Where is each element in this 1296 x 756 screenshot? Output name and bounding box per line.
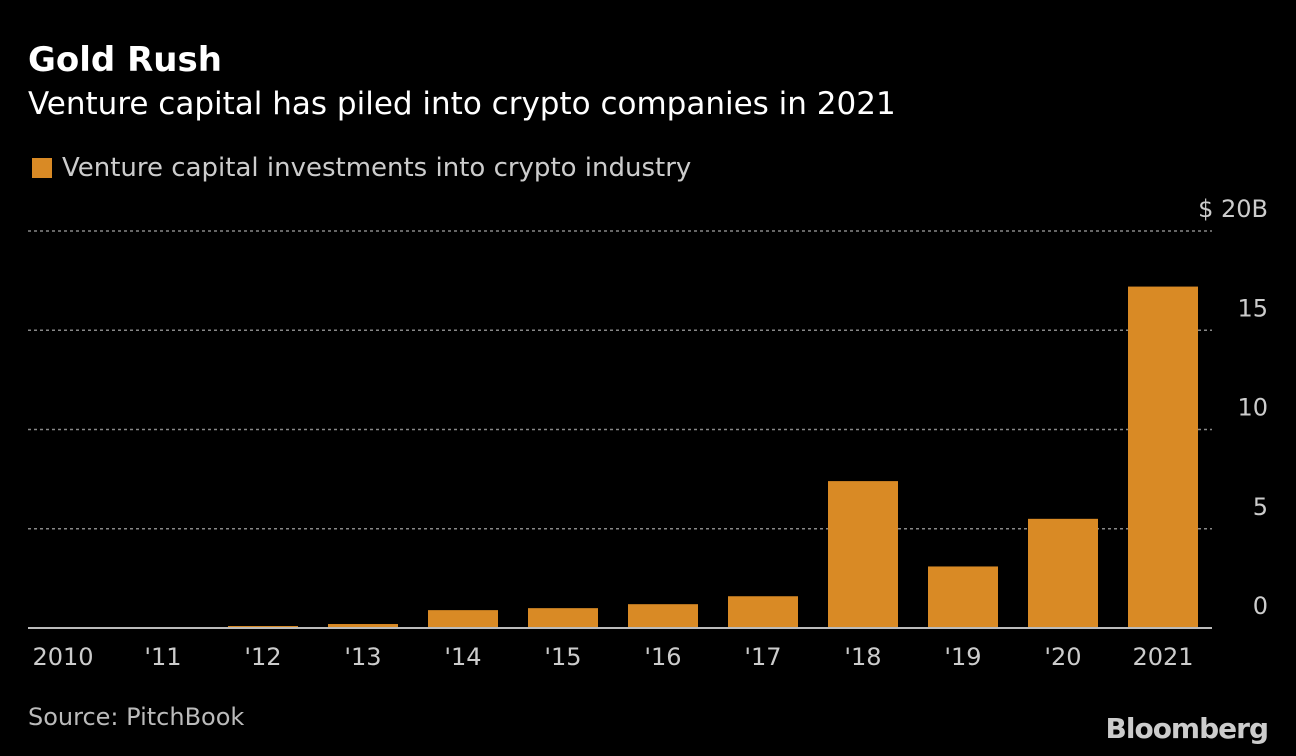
chart-subtitle: Venture capital has piled into crypto co… [28,86,896,122]
source-note: Source: PitchBook [28,703,245,731]
x-tick-label: '20 [1044,643,1081,671]
y-tick-label: 15 [1237,294,1268,322]
y-tick-label: 5 [1253,493,1268,521]
bar-15 [528,608,598,628]
x-tick-label: '15 [544,643,581,671]
bar-19 [928,566,998,628]
x-tick-label: '13 [344,643,381,671]
x-tick-label: 2021 [1132,643,1193,671]
y-tick-label: 0 [1253,592,1268,620]
bar-14 [428,610,498,628]
bar-2021 [1128,286,1198,628]
x-tick-label: '11 [144,643,181,671]
bar-13 [328,624,398,628]
bar-18 [828,481,898,628]
bar-17 [728,596,798,628]
legend-swatch [32,158,52,178]
chart-title: Gold Rush [28,40,222,80]
bar-16 [628,604,698,628]
bloomberg-logo: Bloomberg [1105,712,1269,745]
legend: Venture capital investments into crypto … [32,153,691,183]
x-tick-label: '18 [844,643,881,671]
y-tick-label: $ 20B [1198,195,1268,223]
x-tick-label: '12 [244,643,281,671]
x-tick-label: '16 [644,643,681,671]
x-tick-label: '19 [944,643,981,671]
y-tick-label: 10 [1237,394,1268,422]
legend-label: Venture capital investments into crypto … [62,153,692,183]
x-tick-label: 2010 [32,643,93,671]
bar-20 [1028,518,1098,628]
x-tick-label: '14 [444,643,481,671]
x-tick-label: '17 [744,643,781,671]
